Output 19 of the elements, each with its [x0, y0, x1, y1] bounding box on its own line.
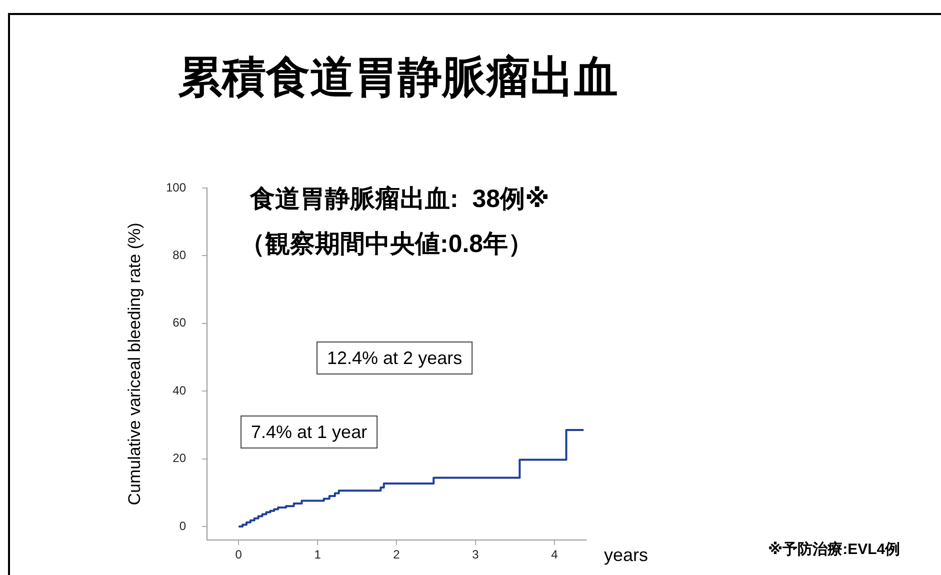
y-tick-label: 80: [172, 248, 186, 262]
annotation: （観察期間中央値:0.8年）: [240, 230, 534, 258]
y-axis-title: Cumulative variceal bleeding rate (%): [124, 222, 144, 506]
annotation: 12.4% at 2 years: [327, 348, 462, 368]
x-tick-label: 4: [551, 548, 558, 562]
x-tick-label: 3: [472, 548, 480, 562]
y-tick-label: 40: [172, 383, 186, 398]
x-tick-label: 0: [235, 548, 242, 562]
annotation: 食道胃静脈瘤出血: 38例※: [249, 184, 550, 213]
text: ※予防治療:EVL4例: [768, 540, 900, 559]
x-axis-title: years: [604, 544, 648, 565]
x-tick-label: 2: [393, 548, 400, 562]
x-tick-label: 1: [314, 548, 322, 562]
chart-title: 累積食道胃静脈瘤出血: [178, 52, 618, 104]
y-tick-label: 60: [172, 316, 186, 330]
y-tick-label: 0: [179, 518, 186, 533]
annotation: 7.4% at 1 year: [251, 422, 368, 442]
y-tick-label: 100: [166, 180, 186, 194]
y-tick-label: 20: [172, 451, 186, 466]
